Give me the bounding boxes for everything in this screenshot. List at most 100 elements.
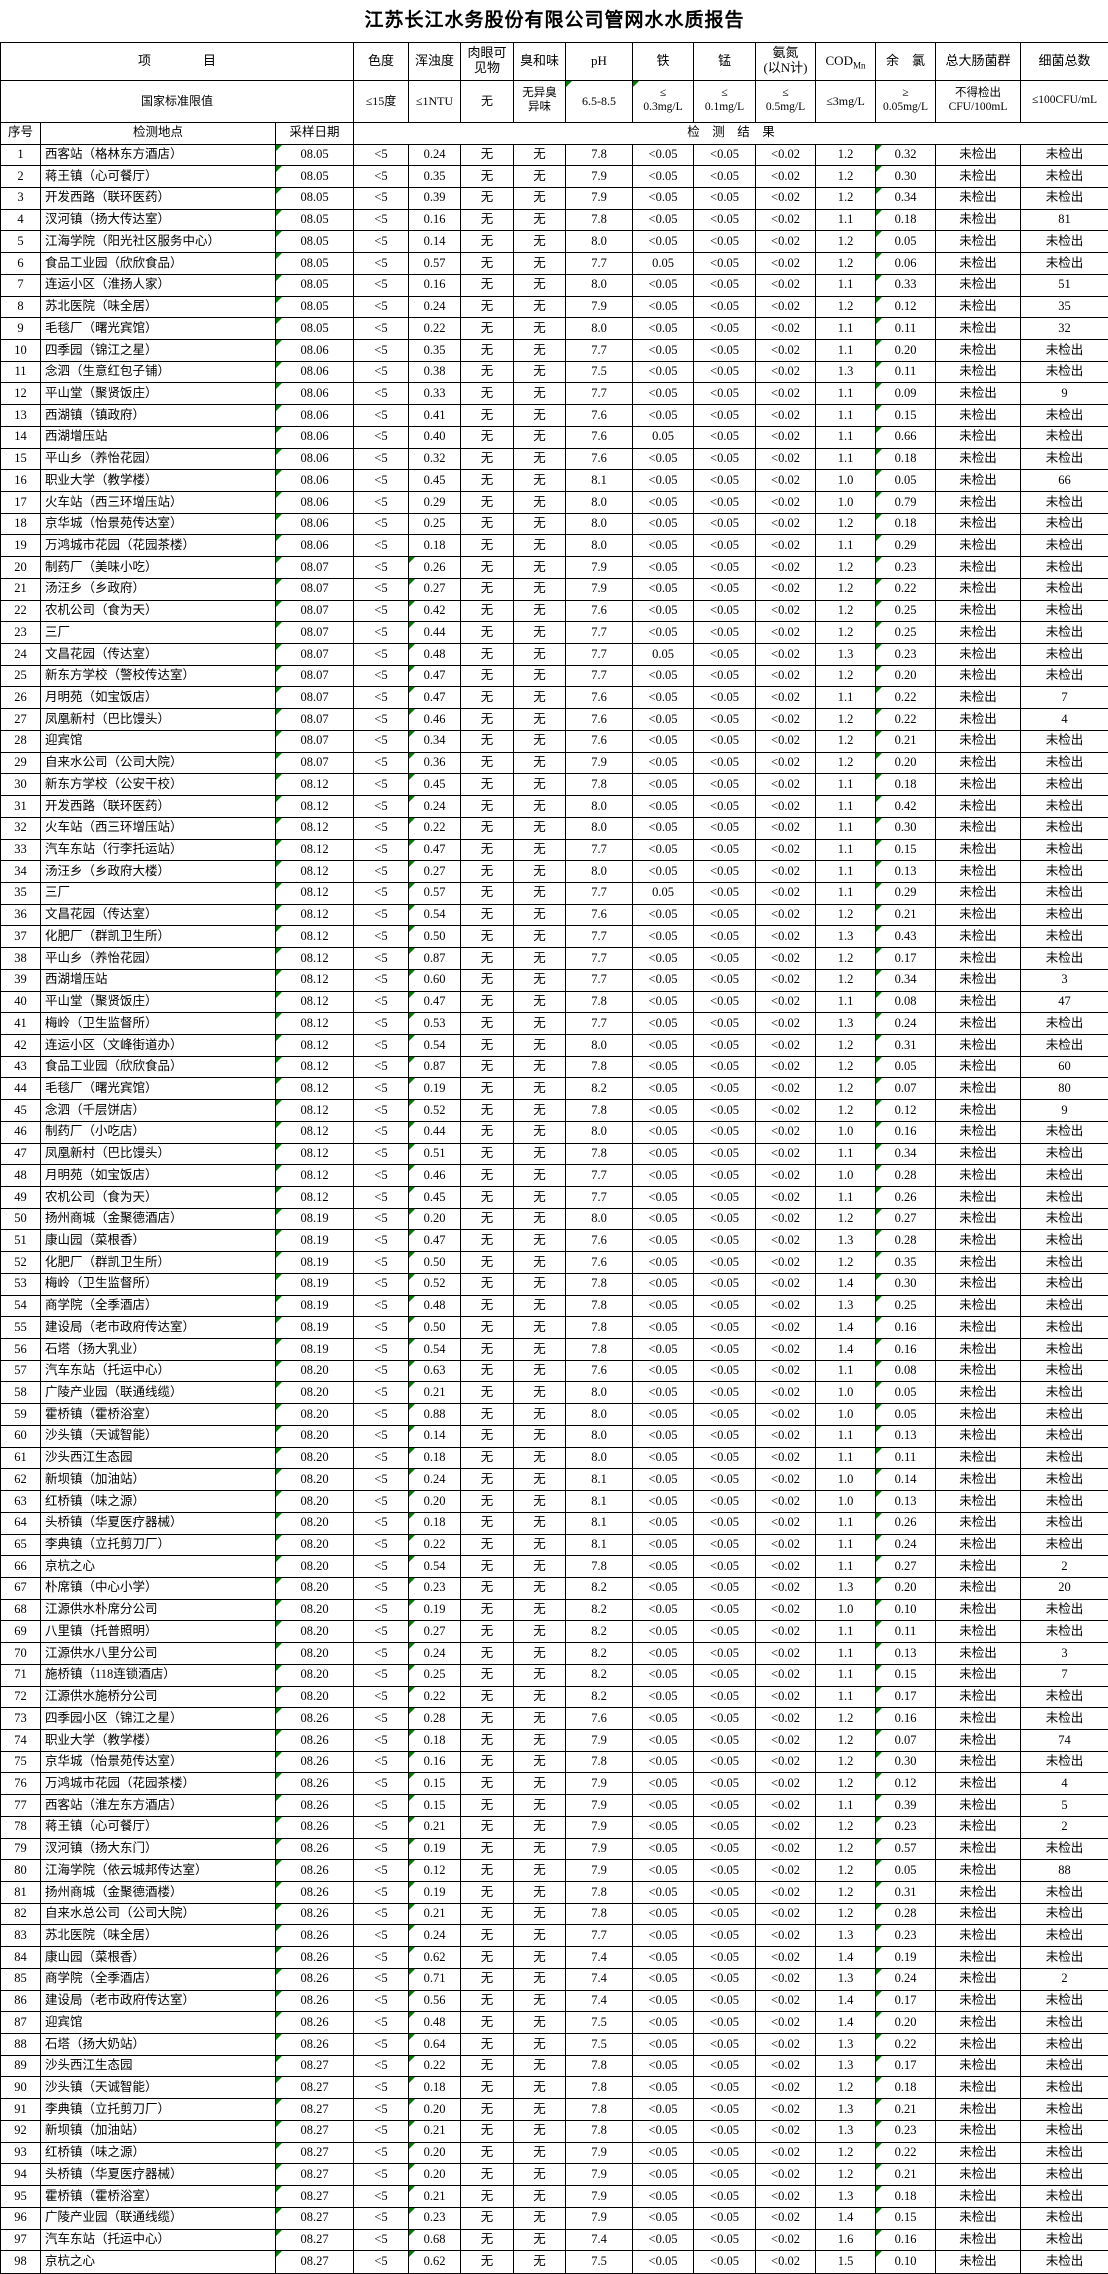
ammonia-nitrogen: <0.02: [755, 1424, 816, 1448]
codmn: 1.0: [815, 1381, 876, 1405]
visible-matter: 无: [460, 382, 514, 406]
bacteria-count: 4: [1019, 1772, 1108, 1796]
location: 京华城（怡景苑传达室）: [40, 512, 276, 536]
bacteria-count: 未检出: [1019, 2206, 1108, 2230]
row-no: 76: [0, 1772, 41, 1796]
col-header-ammonia: 氨氮 (以N计): [755, 41, 816, 81]
residual-chlorine: 0.20: [875, 751, 936, 775]
turbidity: 0.36: [408, 751, 461, 775]
total-coliform: 未检出: [935, 773, 1021, 797]
residual-chlorine: 0.12: [875, 1772, 936, 1796]
ammonia-nitrogen: <0.02: [755, 1446, 816, 1470]
turbidity: 0.53: [408, 1012, 461, 1035]
total-coliform: 未检出: [935, 1142, 1021, 1166]
location: 西湖镇（镇政府）: [40, 404, 276, 427]
row-no: 78: [0, 1815, 41, 1839]
visible-matter: 无: [460, 534, 514, 558]
odor: 无: [513, 1772, 566, 1796]
bacteria-count: 未检出: [1019, 425, 1108, 449]
ammonia-nitrogen: <0.02: [755, 643, 816, 666]
manganese: <0.05: [693, 1424, 756, 1448]
table-row: 51 康山园（菜根香） 08.19 <5 0.47 无无 7.6 <0.05 <0.05 <0.0…: [0, 1229, 1108, 1253]
bacteria-count: 未检出: [1019, 404, 1108, 427]
ph: 7.7: [565, 664, 633, 688]
ph: 8.2: [565, 1663, 633, 1687]
turbidity: 0.41: [408, 404, 461, 427]
total-coliform: 未检出: [935, 1728, 1021, 1752]
table-row: 35 三厂 08.12 <5 0.57 无无 7.7 0.05 <0.05 <0.02 1.1 0.2…: [0, 881, 1108, 905]
manganese: <0.05: [693, 2228, 756, 2252]
residual-chlorine: 0.14: [875, 1468, 936, 1492]
visible-matter: 无: [460, 425, 514, 449]
table-row: 83 苏北医院（味全居） 08.26 <5 0.24 无无 7.7 <0.05 <0.05 <0.…: [0, 1924, 1108, 1948]
sample-date: 08.06: [275, 512, 354, 536]
bacteria-count: 未检出: [1019, 1924, 1108, 1948]
row-no: 84: [0, 1946, 41, 1969]
odor: 无: [513, 881, 566, 905]
iron: <0.05: [632, 729, 694, 753]
col-header-bacteria: 细菌总数: [1019, 41, 1108, 81]
residual-chlorine: 0.21: [875, 729, 936, 753]
sample-date: 08.20: [275, 1663, 354, 1687]
visible-matter: 无: [460, 447, 514, 471]
table-row: 59 霍桥镇（霍桥浴室） 08.20 <5 0.88 无无 8.0 <0.05 <0.05 <0.…: [0, 1403, 1108, 1426]
manganese: <0.05: [693, 751, 756, 775]
odor: 无: [513, 577, 566, 601]
ph: 7.9: [565, 1837, 633, 1861]
row-no: 96: [0, 2206, 41, 2230]
visible-matter: 无: [460, 2098, 514, 2121]
manganese: <0.05: [693, 795, 756, 818]
codmn: 1.3: [815, 925, 876, 949]
ammonia-nitrogen: <0.02: [755, 1815, 816, 1839]
odor: 无: [513, 186, 566, 210]
table-row: 18 京华城（怡景苑传达室） 08.06 <5 0.25 无无 8.0 <0.05 <0.05 <…: [0, 512, 1108, 536]
iron: <0.05: [632, 1077, 694, 1101]
bacteria-count: 未检出: [1019, 1837, 1108, 1861]
visible-matter: 无: [460, 947, 514, 970]
turbidity: 0.24: [408, 795, 461, 818]
sample-date: 08.12: [275, 990, 354, 1014]
total-coliform: 未检出: [935, 1772, 1021, 1796]
residual-chlorine: 0.31: [875, 1881, 936, 1904]
bacteria-count: 未检出: [1019, 2228, 1108, 2252]
turbidity: 0.48: [408, 643, 461, 666]
manganese: <0.05: [693, 2033, 756, 2056]
location: 西湖增压站: [40, 968, 276, 992]
bacteria-count: 未检出: [1019, 1598, 1108, 1622]
turbidity: 0.21: [408, 1381, 461, 1405]
bacteria-count: 81: [1019, 208, 1108, 232]
ph: 7.9: [565, 2206, 633, 2230]
iron: <0.05: [632, 2033, 694, 2056]
total-coliform: 未检出: [935, 469, 1021, 492]
total-coliform: 未检出: [935, 1316, 1021, 1340]
ammonia-nitrogen: <0.02: [755, 795, 816, 818]
table-row: 47 凤凰新村（巴比馒头） 08.12 <5 0.51 无无 7.8 <0.05 <0.05 <0…: [0, 1142, 1108, 1166]
sample-date: 08.27: [275, 2228, 354, 2252]
location: 毛毯厂（曙光宾馆）: [40, 317, 276, 340]
table-row: 48 月明苑（如宝饭店） 08.12 <5 0.46 无无 7.7 <0.05 <0.05 <0.…: [0, 1164, 1108, 1187]
location: 京杭之心: [40, 1555, 276, 1578]
row-no: 15: [0, 447, 41, 471]
codmn: 1.2: [815, 664, 876, 688]
odor: 无: [513, 1164, 566, 1187]
residual-chlorine: 0.11: [875, 317, 936, 340]
turbidity: 0.20: [408, 2098, 461, 2121]
turbidity: 0.35: [408, 338, 461, 362]
ammonia-nitrogen: <0.02: [755, 295, 816, 319]
row-no: 16: [0, 469, 41, 492]
ph: 8.0: [565, 1424, 633, 1448]
manganese: <0.05: [693, 534, 756, 558]
location: 头桥镇（华夏医疗器械）: [40, 1511, 276, 1535]
color: <5: [353, 252, 409, 275]
odor: 无: [513, 2119, 566, 2143]
total-coliform: 未检出: [935, 1620, 1021, 1644]
residual-chlorine: 0.25: [875, 621, 936, 645]
limit-visible: 无: [460, 79, 514, 123]
ph: 7.9: [565, 2185, 633, 2208]
residual-chlorine: 0.30: [875, 1272, 936, 1296]
row-no: 56: [0, 1338, 41, 1361]
odor: 无: [513, 1077, 566, 1101]
iron: <0.05: [632, 1989, 694, 2013]
codmn: 1.1: [815, 1642, 876, 1665]
odor: 无: [513, 599, 566, 623]
